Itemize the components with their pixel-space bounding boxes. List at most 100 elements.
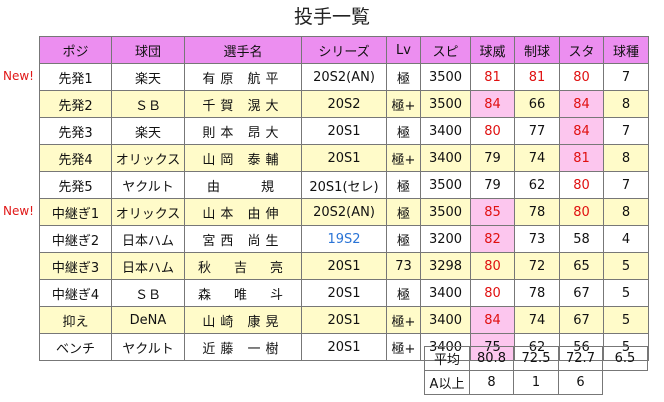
cell-velocity: 85 <box>470 198 515 226</box>
table-row: 先発3 楽天 則本 昂大 20S1 極 3400 80 77 84 7 <box>39 117 649 145</box>
cell-control: 72 <box>514 252 560 280</box>
cell-position: 先発2 <box>39 90 112 118</box>
summary-label: A以上 <box>424 370 470 395</box>
table-row: 先発5 ヤクルト由 規 20S1(セレ) 極 3500 79 62 80 7 <box>39 171 649 199</box>
cell-player-name: 則本 昂大 <box>184 117 302 145</box>
cell-stamina: 65 <box>559 252 604 280</box>
cell-pitch-types: 5 <box>603 279 649 307</box>
summary-value: 80.8 <box>469 346 514 371</box>
cell-team: ヤクルト <box>111 333 185 361</box>
cell-position: 中継ぎ2 <box>39 225 112 253</box>
cell-velocity: 81 <box>470 63 515 91</box>
header-velocity: 球威 <box>470 36 515 64</box>
table-row: 抑え DeNA 山崎 康晃 20S1 極+ 3400 84 74 67 5 <box>39 306 649 334</box>
cell-team: 日本ハム <box>111 225 185 253</box>
cell-level: 極 <box>386 117 421 145</box>
cell-pitch-types: 8 <box>603 144 649 172</box>
summary-value: 6 <box>558 370 603 395</box>
summary-a-count-row: A以上 8 1 6 <box>424 370 648 395</box>
cell-stamina: 58 <box>559 225 604 253</box>
cell-position: 先発5 <box>39 171 112 199</box>
cell-speed: 3400 <box>420 144 471 172</box>
cell-level: 極+ <box>386 333 421 361</box>
cell-pitch-types: 7 <box>603 117 649 145</box>
cell-player-name: 山本 由伸 <box>184 198 302 226</box>
cell-level: 極 <box>386 198 421 226</box>
cell-series: 20S2(AN) <box>301 63 387 91</box>
cell-control: 77 <box>514 117 560 145</box>
cell-team: 日本ハム <box>111 252 185 280</box>
cell-position: 中継ぎ4 <box>39 279 112 307</box>
cell-level: 極 <box>386 279 421 307</box>
cell-velocity: 80 <box>470 279 515 307</box>
cell-position: 先発4 <box>39 144 112 172</box>
table-row: 中継ぎ1 オリックス 山本 由伸 20S2(AN) 極 3500 85 78 80 8 <box>39 198 649 226</box>
cell-team: オリックス <box>111 144 185 172</box>
cell-speed: 3400 <box>420 117 471 145</box>
header-series: シリーズ <box>301 36 387 64</box>
summary-value: 72.7 <box>558 346 603 371</box>
cell-player-name: 秋 吉 亮 <box>184 252 302 280</box>
cell-pitch-types: 7 <box>603 63 649 91</box>
cell-team: ヤクルト <box>111 171 185 199</box>
cell-pitch-types: 7 <box>603 171 649 199</box>
summary-value: 72.5 <box>513 346 559 371</box>
cell-stamina: 80 <box>559 198 604 226</box>
cell-pitch-types: 8 <box>603 90 649 118</box>
header-control: 制球 <box>514 36 560 64</box>
cell-control: 78 <box>514 198 560 226</box>
cell-speed: 3400 <box>420 306 471 334</box>
cell-pitch-types: 4 <box>603 225 649 253</box>
cell-position: 先発3 <box>39 117 112 145</box>
cell-team: 楽天 <box>111 63 185 91</box>
cell-level: 極+ <box>386 306 421 334</box>
header-stamina: スタ <box>559 36 604 64</box>
cell-player-name: 宮西 尚生 <box>184 225 302 253</box>
cell-pitch-types: 5 <box>603 252 649 280</box>
cell-player-name: 有原 航平 <box>184 63 302 91</box>
header-row: ポジ 球団 選手名 シリーズ Lv スピ 球威 制球 スタ 球種 <box>39 36 649 64</box>
header-level: Lv <box>386 36 421 64</box>
pitcher-table: ポジ 球団 選手名 シリーズ Lv スピ 球威 制球 スタ 球種 先発1 楽天 有原 航平 20S2(A… <box>39 36 649 361</box>
table-row: 中継ぎ4 ＳＢ 森 唯 斗 20S1 極 3400 80 78 67 5 <box>39 279 649 307</box>
cell-stamina: 84 <box>559 117 604 145</box>
cell-velocity: 82 <box>470 225 515 253</box>
cell-control: 81 <box>514 63 560 91</box>
header-position: ポジ <box>39 36 112 64</box>
cell-series: 20S1 <box>301 333 387 361</box>
cell-control: 73 <box>514 225 560 253</box>
cell-team: DeNA <box>111 306 185 334</box>
cell-speed: 3298 <box>420 252 471 280</box>
cell-series: 20S2 <box>301 90 387 118</box>
header-pitch-types: 球種 <box>603 36 649 64</box>
summary-label: 平均 <box>424 346 470 371</box>
cell-player-name: 近藤 一樹 <box>184 333 302 361</box>
cell-position: 抑え <box>39 306 112 334</box>
cell-player-name: 由 規 <box>184 171 302 199</box>
cell-series: 19S2 <box>301 225 387 253</box>
table-row: 先発4 オリックス 山岡 泰輔 20S1 極+ 3400 79 74 81 8 <box>39 144 649 172</box>
header-team: 球団 <box>111 36 185 64</box>
cell-player-name: 山岡 泰輔 <box>184 144 302 172</box>
cell-stamina: 80 <box>559 63 604 91</box>
cell-series: 20S1(セレ) <box>301 171 387 199</box>
cell-level: 極 <box>386 63 421 91</box>
cell-speed: 3500 <box>420 198 471 226</box>
cell-speed: 3400 <box>420 279 471 307</box>
cell-level: 極+ <box>386 144 421 172</box>
summary-average-row: 平均 80.8 72.5 72.7 6.5 <box>424 346 648 371</box>
cell-series: 20S1 <box>301 117 387 145</box>
cell-player-name: 千賀 滉大 <box>184 90 302 118</box>
cell-stamina: 84 <box>559 90 604 118</box>
summary-value: 1 <box>513 370 559 395</box>
cell-speed: 3500 <box>420 90 471 118</box>
cell-control: 74 <box>514 144 560 172</box>
cell-velocity: 84 <box>470 90 515 118</box>
cell-level: 73 <box>386 252 421 280</box>
cell-control: 78 <box>514 279 560 307</box>
cell-stamina: 80 <box>559 171 604 199</box>
cell-team: オリックス <box>111 198 185 226</box>
table-row: 先発2 ＳＢ 千賀 滉大 20S2 極+ 3500 84 66 84 8 <box>39 90 649 118</box>
cell-series: 20S2(AN) <box>301 198 387 226</box>
table-row: 中継ぎ3 日本ハム秋 吉 亮 20S1 73 3298 80 72 65 5 <box>39 252 649 280</box>
